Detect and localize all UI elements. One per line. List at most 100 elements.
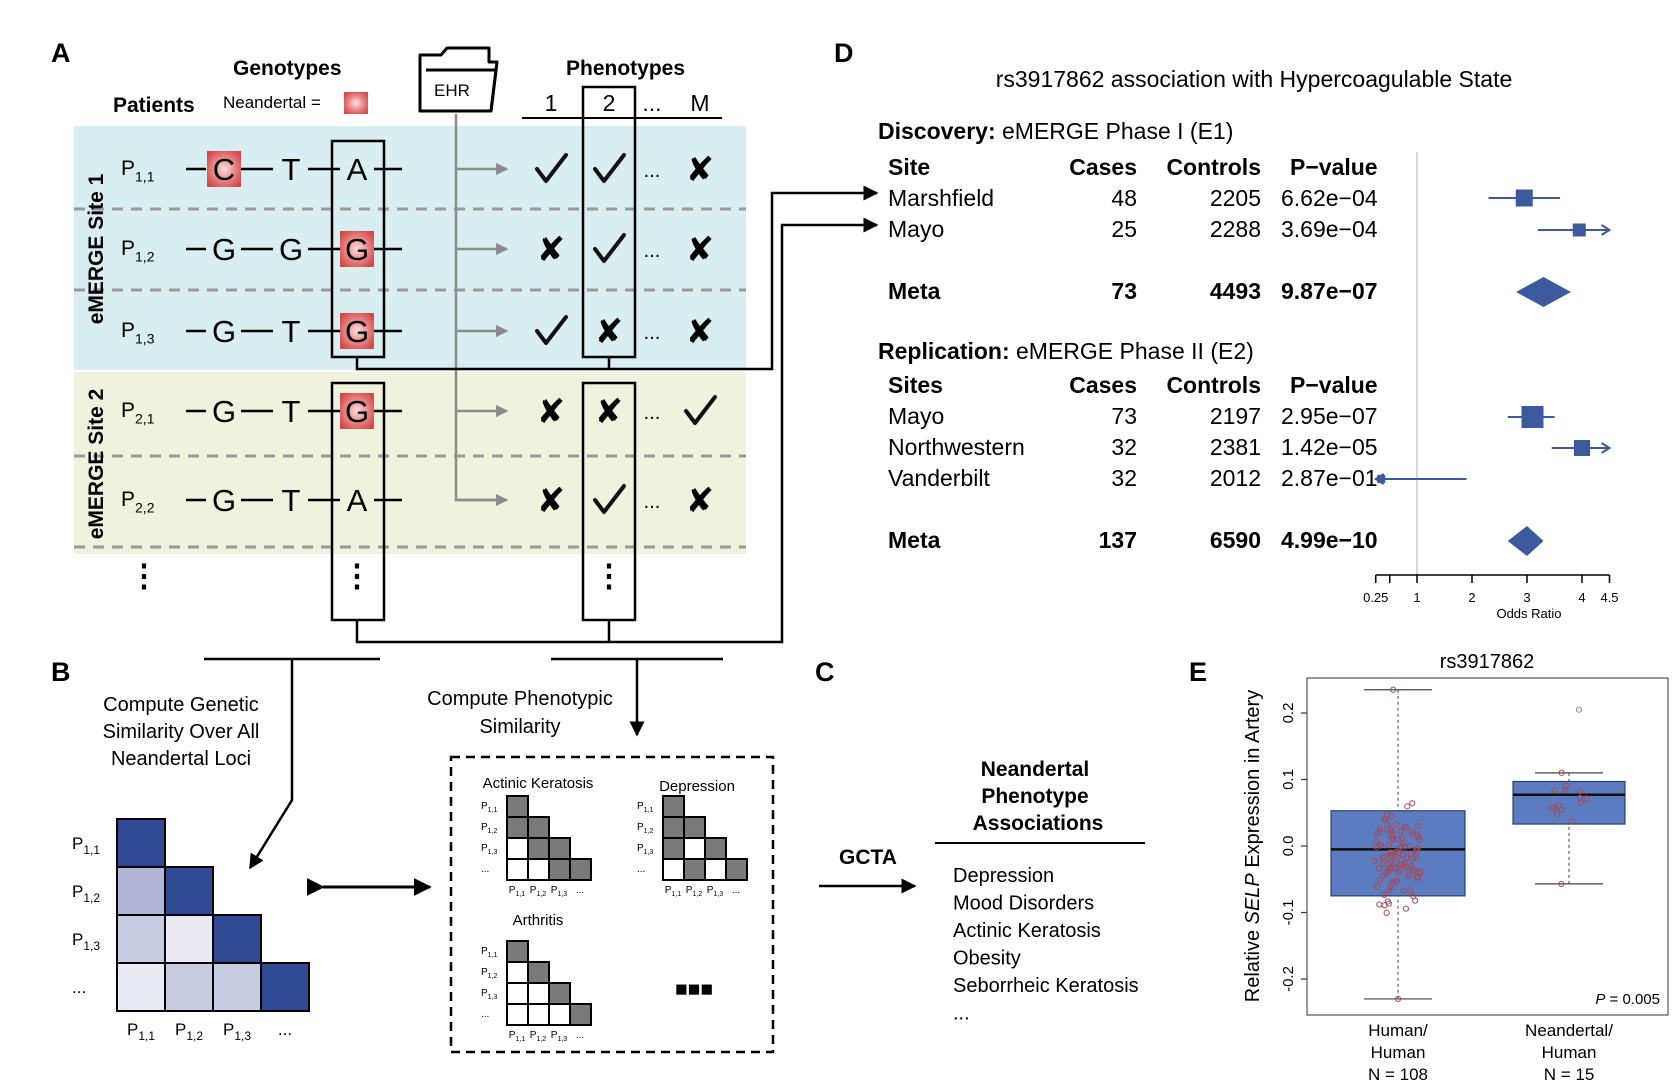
data-point	[1568, 818, 1575, 825]
phenotype-matrix-cell	[506, 961, 529, 984]
phenotype-matrix-cell	[527, 961, 550, 984]
phenotype-matrix-cell	[704, 858, 727, 881]
matrix-cell	[116, 818, 166, 868]
allele-base: G	[212, 394, 236, 429]
phenotype-matrix-col-label-sub: 1,1	[515, 891, 525, 898]
data-point	[1387, 852, 1395, 859]
data-point	[1388, 835, 1396, 842]
table-cases: 25	[1111, 216, 1137, 242]
y-axis-label-part: Relative	[1242, 924, 1264, 1002]
phenotype-matrix-col-label: ...	[576, 1030, 584, 1041]
allele-base: G	[212, 314, 236, 349]
table-site: Mayo	[888, 403, 944, 429]
matrix-cell	[164, 866, 214, 916]
matrix-cell	[116, 866, 166, 916]
table-pvalue: 2.95e−07	[1281, 403, 1378, 429]
phenotype-matrix-col-label-base: P	[551, 1030, 558, 1041]
data-point	[1401, 860, 1408, 867]
neandertal-allele-highlight	[340, 313, 374, 349]
phenotype-matrix-col-label-base: P	[665, 885, 672, 896]
table-controls: 2012	[1210, 465, 1261, 491]
discovery-heading: Discovery: eMERGE Phase I (E1)	[878, 118, 1233, 144]
data-point	[1583, 795, 1590, 802]
check-icon	[593, 153, 626, 183]
patient-label: P2,1	[121, 399, 155, 426]
matrix-row-label: P1,2	[72, 882, 100, 905]
data-point	[1390, 878, 1397, 885]
matrix-col-label: P1,1	[127, 1020, 155, 1043]
data-point	[1374, 830, 1381, 837]
check-icon	[593, 233, 626, 263]
phenotype-matrix-row-label-base: ...	[481, 1009, 489, 1020]
table-site: Marshfield	[888, 185, 994, 211]
panel-label-d: D	[834, 38, 854, 68]
phenotype-matrices-box	[449, 755, 775, 1054]
panel-label-b: B	[51, 657, 71, 687]
allele-base: G	[345, 314, 369, 349]
phenotype-matrix-cell	[527, 982, 550, 1005]
data-point	[1406, 842, 1413, 849]
data-point	[1562, 782, 1570, 790]
patient-label-sub: 1,2	[135, 248, 155, 264]
phenotype-matrix-col-label: P1,3	[551, 885, 568, 898]
phenotype-ellipsis: ...	[644, 491, 661, 513]
phenotype-matrix-title: Depression	[659, 778, 735, 795]
ci-arrow	[1600, 224, 1612, 236]
phenotype-matrix-col-label-base: P	[686, 885, 693, 896]
data-point	[1416, 868, 1424, 875]
table-controls: 6590	[1210, 527, 1261, 553]
matrix-row-label-sub: 1,2	[83, 891, 100, 905]
phenotype-matrix-row-label: P1,1	[637, 801, 654, 814]
data-point	[1413, 874, 1420, 881]
data-point	[1558, 769, 1565, 776]
patient-label: P1,2	[121, 237, 155, 264]
x-tick-label: 1	[1413, 590, 1420, 605]
cross-icon: ✘	[686, 230, 715, 270]
data-point	[1412, 854, 1420, 861]
phenotype-matrix-row-label: ...	[481, 864, 489, 875]
data-point	[1407, 850, 1415, 857]
genetic-similarity-matrix: P1,1P1,2P1,3...P1,1 P1,2 P1,3...	[72, 818, 310, 1043]
data-point	[1549, 804, 1557, 812]
data-point	[1551, 787, 1558, 794]
cross-icon: ✘	[686, 150, 715, 190]
data-point	[1414, 832, 1421, 839]
group-label: N = 15	[1544, 1065, 1595, 1084]
data-point	[1406, 871, 1413, 878]
matrix-row-label: ...	[72, 978, 86, 997]
allele-base: G	[279, 232, 303, 267]
box-plot: rs3917862 0.2 0.1 0.0 -0.1 -0.2 Relative SELP …	[1242, 651, 1669, 1084]
data-point	[1558, 880, 1565, 888]
phenotype-matrix-cell	[548, 837, 571, 860]
table-pvalue: 4.99e−10	[1281, 527, 1378, 553]
check-icon	[535, 153, 568, 183]
matrix-cell	[164, 914, 214, 964]
phenotype-matrix-row-label-base: P	[481, 946, 488, 957]
phenotype-matrix-col-label: P1,2	[530, 1030, 547, 1043]
data-point	[1393, 820, 1400, 828]
connector-to-mayo	[355, 217, 879, 644]
allele-base: G	[212, 232, 236, 267]
data-point	[1398, 856, 1405, 863]
assoc-title-line: Associations	[973, 812, 1104, 835]
phenotype-matrix-cell	[527, 858, 550, 881]
patient-label-sub: 1,3	[135, 330, 155, 346]
panel-a: A Genotypes Neandertal = Patients EHR Ph…	[51, 38, 879, 644]
genotypes-title: Genotypes	[233, 57, 342, 80]
phenotype-matrix-row-label-sub: 1,2	[488, 973, 498, 980]
phenotype-matrix-cell	[506, 858, 529, 881]
matrix-row-label-base: P	[72, 834, 83, 853]
patient-label-base: P	[121, 237, 135, 260]
phenotype-matrix-row-label-base: ...	[637, 864, 645, 875]
group-label: Human/	[1368, 1021, 1428, 1040]
matrix-col-label-sub: 1,3	[234, 1029, 251, 1043]
phenotype-matrix-title: Actinic Keratosis	[483, 775, 594, 792]
phenotype-matrix-row-label: P1,3	[481, 988, 498, 1001]
table-controls: 2381	[1210, 434, 1261, 460]
assoc-item: Actinic Keratosis	[953, 920, 1101, 942]
data-point	[1577, 799, 1585, 806]
or-square	[1515, 189, 1533, 207]
table-header: P−value	[1290, 154, 1378, 180]
table-cases: 137	[1099, 527, 1137, 553]
